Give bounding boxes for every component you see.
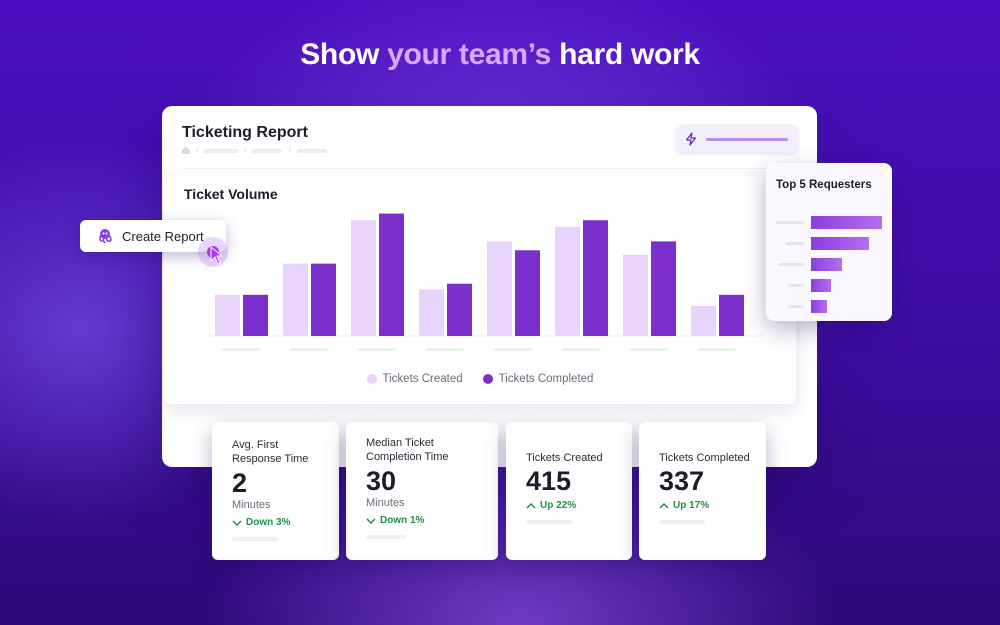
stat-placeholder-line	[659, 520, 705, 524]
stat-value: 415	[526, 466, 572, 496]
stat-unit: Minutes	[366, 497, 405, 509]
legend-swatch-completed	[482, 374, 493, 384]
bar-tickets-created[interactable]	[487, 241, 512, 336]
requester-bar[interactable]	[811, 258, 842, 271]
stat-label: Tickets Created	[526, 452, 603, 464]
quick-action-button[interactable]	[676, 125, 798, 153]
top-requesters-title: Top 5 Requesters	[776, 179, 872, 191]
requester-name-placeholder	[788, 284, 804, 287]
bar-tickets-completed[interactable]	[447, 283, 472, 336]
requester-name-placeholder	[786, 242, 804, 245]
stat-change: Up 17%	[659, 500, 709, 511]
x-tick-label-placeholder	[562, 348, 600, 351]
ticket-volume-panel: Ticket Volume Tickets Created Tickets Co…	[164, 176, 796, 404]
stat-placeholder-line	[526, 520, 572, 524]
bar-tickets-completed[interactable]	[515, 250, 540, 336]
requester-name-placeholder	[776, 221, 804, 224]
x-tick-label-placeholder	[630, 348, 668, 351]
stat-card-tickets-created: Tickets Created 415 Up 22%	[506, 422, 632, 560]
headline-part1: Show	[300, 38, 388, 71]
requester-name-placeholder	[778, 263, 804, 266]
x-tick-label-placeholder	[698, 348, 736, 351]
stat-unit: Minutes	[232, 499, 271, 511]
stat-card-median-completion: Median Ticket Completion Time 30 Minutes …	[346, 422, 498, 560]
headline: Show your team’s hard work	[0, 38, 1000, 72]
bar-tickets-completed[interactable]	[243, 294, 268, 336]
legend-item-completed[interactable]: Tickets Completed	[482, 373, 594, 385]
stat-placeholder-line	[232, 537, 278, 541]
create-report-label: Create Report	[122, 228, 204, 244]
stat-change: Down 3%	[232, 517, 290, 528]
chevron-up-icon	[659, 502, 669, 509]
bar-tickets-completed[interactable]	[651, 241, 676, 336]
breadcrumb-placeholder[interactable]	[296, 148, 327, 153]
stat-placeholder-line	[366, 535, 406, 539]
cursor-arrow-icon	[210, 246, 224, 265]
requester-bar[interactable]	[811, 237, 869, 250]
x-tick-label-placeholder	[426, 348, 464, 351]
legend-label-created: Tickets Created	[382, 373, 463, 385]
breadcrumb-placeholder[interactable]	[252, 148, 283, 153]
breadcrumb: / / /	[182, 146, 327, 155]
stat-card-tickets-completed: Tickets Completed 337 Up 17%	[639, 422, 766, 560]
headline-part2: hard work	[551, 38, 700, 71]
bar-tickets-created[interactable]	[283, 263, 308, 336]
requester-bar[interactable]	[811, 216, 882, 229]
stat-change: Down 1%	[366, 515, 424, 526]
x-tick-label-placeholder	[290, 348, 328, 351]
report-title: Ticketing Report	[182, 124, 308, 141]
create-report-button[interactable]: Create Report	[80, 220, 226, 252]
breadcrumb-placeholder[interactable]	[204, 148, 239, 153]
action-placeholder-line	[706, 137, 788, 141]
lightning-icon	[685, 132, 697, 146]
bar-tickets-created[interactable]	[691, 305, 716, 336]
requester-name-placeholder	[788, 305, 804, 308]
headline-highlight: your team’s	[387, 38, 552, 71]
divider	[182, 168, 797, 169]
requester-bar[interactable]	[811, 279, 831, 292]
bar-tickets-completed[interactable]	[311, 263, 336, 336]
stat-value: 337	[659, 466, 705, 496]
chart-title: Ticket Volume	[184, 186, 278, 202]
chevron-up-icon	[526, 502, 536, 509]
stat-label: Avg. First Response Time	[232, 439, 309, 465]
stat-label: Median Ticket Completion Time	[366, 437, 449, 463]
chevron-down-icon	[366, 517, 376, 524]
stat-change: Up 22%	[526, 500, 576, 511]
octopus-logo-icon	[99, 229, 112, 244]
stat-value: 2	[232, 468, 248, 498]
home-icon[interactable]	[182, 147, 190, 154]
x-tick-label-placeholder	[222, 348, 260, 351]
ticket-volume-chart	[204, 213, 764, 351]
bar-tickets-completed[interactable]	[379, 213, 404, 336]
bar-tickets-completed[interactable]	[719, 294, 744, 336]
top-requesters-card: Top 5 Requesters	[766, 163, 892, 321]
legend-label-completed: Tickets Completed	[498, 373, 594, 385]
bar-tickets-created[interactable]	[419, 289, 444, 336]
legend-item-created[interactable]: Tickets Created	[366, 373, 463, 385]
x-tick-label-placeholder	[494, 348, 532, 351]
chevron-down-icon	[232, 519, 242, 526]
bar-tickets-created[interactable]	[555, 226, 580, 336]
bar-tickets-created[interactable]	[351, 220, 376, 336]
x-tick-label-placeholder	[358, 348, 396, 351]
stat-value: 30	[366, 466, 397, 496]
bar-tickets-created[interactable]	[623, 254, 648, 336]
legend-swatch-created	[366, 374, 377, 384]
requester-bar[interactable]	[811, 300, 827, 313]
chart-legend: Tickets Created Tickets Completed	[164, 373, 796, 385]
bar-tickets-completed[interactable]	[583, 220, 608, 336]
stat-card-first-response: Avg. First Response Time 2 Minutes Down 3…	[212, 422, 339, 560]
bar-tickets-created[interactable]	[215, 294, 240, 336]
stat-label: Tickets Completed	[659, 452, 750, 464]
